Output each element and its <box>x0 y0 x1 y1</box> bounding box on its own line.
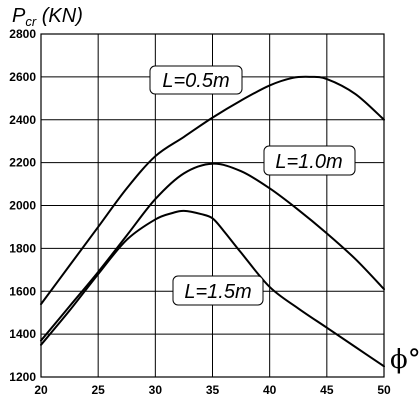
y-tick-label-2200: 2200 <box>9 156 36 170</box>
series-label-l05-box <box>149 65 243 95</box>
x-tick-label-20: 20 <box>34 383 48 397</box>
y-tick-label-1200: 1200 <box>9 370 36 384</box>
x-tick-label-45: 45 <box>320 383 334 397</box>
y-tick-label-1400: 1400 <box>9 327 36 341</box>
series-label-l10-box <box>263 145 356 176</box>
x-tick-label-50: 50 <box>377 383 391 397</box>
series-line-2 <box>40 209 385 368</box>
series-labels: L=0.5m L=1.0m L=1.5m <box>149 65 356 306</box>
plot-frame <box>40 33 385 378</box>
series-group <box>40 75 385 368</box>
x-tick-label-35: 35 <box>206 383 220 397</box>
y-axis-label: Pcr (KN) <box>12 5 83 29</box>
series-label-l15-box <box>172 275 264 306</box>
y-tick-label-2000: 2000 <box>9 199 36 213</box>
y-axis-label-main: P <box>12 5 26 27</box>
tick-labels: 20 25 30 35 40 45 50 1200 1400 1600 1800 2000 2200 24… <box>9 27 391 397</box>
y-tick-label-1600: 1600 <box>9 284 36 298</box>
x-tick-label-30: 30 <box>149 383 163 397</box>
y-axis-label-unit: (KN) <box>36 5 83 27</box>
x-tick-label-40: 40 <box>263 383 277 397</box>
x-axis-label: ϕ° <box>390 345 420 375</box>
y-axis-label-sub: cr <box>25 14 37 29</box>
series-label-l05: L=0.5m <box>149 65 243 95</box>
series-label-l05-text: L=0.5m <box>162 70 229 92</box>
x-tick-label-25: 25 <box>91 383 105 397</box>
y-tick-label-1800: 1800 <box>9 241 36 255</box>
y-tick-label-2600: 2600 <box>9 70 36 84</box>
series-label-l15-text: L=1.5m <box>184 281 251 303</box>
series-line-1 <box>40 162 385 342</box>
series-label-l15: L=1.5m <box>172 275 264 306</box>
series-line-0 <box>40 75 385 306</box>
series-label-l10: L=1.0m <box>263 145 356 176</box>
series-label-l10-text: L=1.0m <box>275 151 342 173</box>
y-tick-label-2400: 2400 <box>9 113 36 127</box>
y-tick-label-2800: 2800 <box>9 27 36 41</box>
